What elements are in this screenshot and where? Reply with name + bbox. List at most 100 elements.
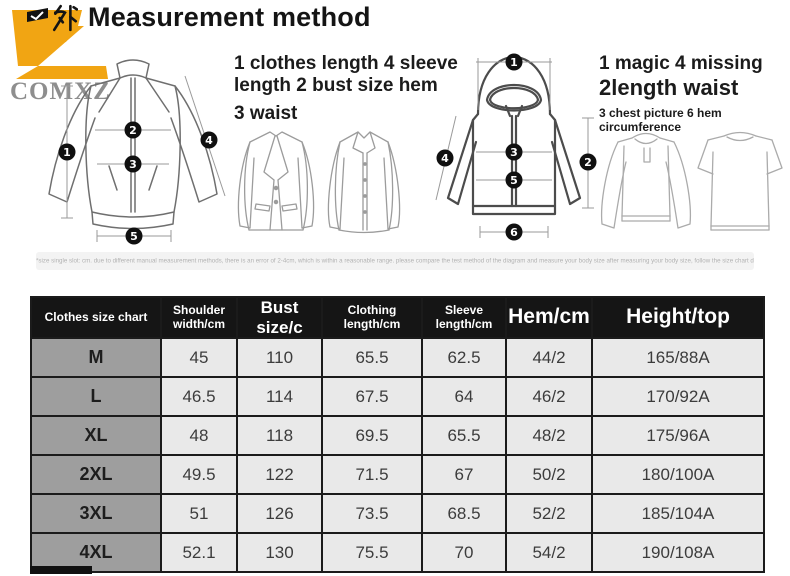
size-value: 50/2 bbox=[505, 454, 593, 496]
brand-name: COMXZ bbox=[10, 78, 111, 105]
size-value: 118 bbox=[236, 415, 323, 457]
size-value: 122 bbox=[236, 454, 323, 496]
svg-text:1: 1 bbox=[510, 56, 518, 69]
right-note-line3: 3 chest picture 6 hem circumference bbox=[599, 106, 722, 135]
cn-character-jacket bbox=[52, 4, 78, 32]
flag-icon bbox=[27, 8, 48, 22]
hoodie-marker-4: 4 bbox=[436, 149, 454, 167]
jacket-marker-2: 2 bbox=[124, 121, 142, 139]
size-value: 165/88A bbox=[591, 337, 765, 379]
svg-text:1: 1 bbox=[63, 146, 71, 159]
size-value: 52.1 bbox=[160, 532, 238, 574]
svg-text:2: 2 bbox=[584, 156, 592, 169]
svg-text:2: 2 bbox=[129, 124, 137, 137]
right-note-line2: 2length waist bbox=[599, 75, 739, 100]
size-value: 70 bbox=[421, 532, 507, 574]
svg-text:5: 5 bbox=[130, 230, 138, 243]
size-disclaimer: *size single slot: cm. due to different … bbox=[36, 252, 754, 270]
jacket-marker-1: 1 bbox=[58, 143, 76, 161]
size-value: 190/108A bbox=[591, 532, 765, 574]
size-value: 64 bbox=[421, 376, 507, 418]
jacket-marker-5: 5 bbox=[125, 227, 143, 245]
left-note-line1: 1 clothes length 4 sleeve bbox=[234, 53, 458, 74]
size-value: 110 bbox=[236, 337, 323, 379]
size-value: 52/2 bbox=[505, 493, 593, 535]
size-value: 44/2 bbox=[505, 337, 593, 379]
bottom-divider-bar bbox=[30, 566, 92, 574]
size-table-body: M 45 110 65.5 62.5 44/2 165/88A L 46.5 114 67.5 64 4… bbox=[30, 337, 765, 574]
size-value: 67.5 bbox=[321, 376, 423, 418]
henley-diagram bbox=[600, 132, 692, 229]
page-title: Measurement method bbox=[88, 2, 371, 32]
size-chart-table: Clothes size chart Shoulder width/cm Bust … bbox=[30, 295, 765, 574]
svg-text:6: 6 bbox=[510, 226, 518, 239]
hoodie-marker-5: 5 bbox=[505, 171, 523, 189]
size-value: 73.5 bbox=[321, 493, 423, 535]
size-label: 2XL bbox=[30, 454, 162, 496]
size-value: 51 bbox=[160, 493, 238, 535]
left-measure-note: 1 clothes length 4 sleeve length 2 bust … bbox=[234, 53, 469, 125]
hoodie-outline bbox=[446, 55, 582, 216]
size-disclaimer-text: *size single slot: cm. due to different … bbox=[36, 257, 754, 265]
hoodie-diagram: 1 3 5 6 4 2 bbox=[435, 53, 597, 241]
svg-text:5: 5 bbox=[510, 174, 518, 187]
svg-text:3: 3 bbox=[129, 158, 137, 171]
table-row: L 46.5 114 67.5 64 46/2 170/92A bbox=[30, 376, 765, 418]
column-header: Hem/cm bbox=[505, 295, 593, 340]
svg-text:3: 3 bbox=[510, 146, 518, 159]
right-measure-note: 1 magic 4 missing 2length waist 3 chest … bbox=[599, 53, 789, 134]
size-label: 3XL bbox=[30, 493, 162, 535]
table-row: M 45 110 65.5 62.5 44/2 165/88A bbox=[30, 337, 765, 379]
table-row: 4XL 52.1 130 75.5 70 54/2 190/108A bbox=[30, 532, 765, 574]
left-note-line2: length 2 bust size hem bbox=[234, 74, 438, 96]
hoodie-marker-6: 6 bbox=[505, 223, 523, 241]
column-header: Clothing length/cm bbox=[321, 295, 423, 340]
size-value: 45 bbox=[160, 337, 238, 379]
size-value: 54/2 bbox=[505, 532, 593, 574]
tshirt-diagram bbox=[697, 131, 783, 231]
brand-z-logo-icon bbox=[12, 10, 108, 79]
svg-text:4: 4 bbox=[205, 134, 213, 147]
blazer-shirt-diagrams bbox=[237, 131, 401, 234]
hoodie-marker-2: 2 bbox=[579, 153, 597, 171]
size-value: 65.5 bbox=[321, 337, 423, 379]
size-value: 114 bbox=[236, 376, 323, 418]
right-note-line1: 1 magic 4 missing bbox=[599, 53, 763, 74]
size-label: XL bbox=[30, 415, 162, 457]
size-label: L bbox=[30, 376, 162, 418]
size-value: 185/104A bbox=[591, 493, 765, 535]
hoodie-marker-3: 3 bbox=[505, 143, 523, 161]
size-value: 48/2 bbox=[505, 415, 593, 457]
jacket-diagram: 1 2 3 4 5 bbox=[48, 59, 226, 245]
jacket-marker-3: 3 bbox=[124, 155, 142, 173]
table-row: 2XL 49.5 122 71.5 67 50/2 180/100A bbox=[30, 454, 765, 496]
table-row: XL 48 118 69.5 65.5 48/2 175/96A bbox=[30, 415, 765, 457]
size-value: 46.5 bbox=[160, 376, 238, 418]
size-value: 62.5 bbox=[421, 337, 507, 379]
column-header: Shoulder width/cm bbox=[160, 295, 238, 340]
hoodie-marker-1: 1 bbox=[505, 53, 523, 71]
column-header: Height/top bbox=[591, 295, 765, 340]
size-value: 126 bbox=[236, 493, 323, 535]
size-table-header-row: Clothes size chart Shoulder width/cm Bust … bbox=[30, 295, 765, 340]
size-label: M bbox=[30, 337, 162, 379]
size-value: 65.5 bbox=[421, 415, 507, 457]
size-value: 48 bbox=[160, 415, 238, 457]
size-value: 71.5 bbox=[321, 454, 423, 496]
jacket-marker-4: 4 bbox=[200, 131, 218, 149]
size-value: 68.5 bbox=[421, 493, 507, 535]
size-value: 170/92A bbox=[591, 376, 765, 418]
blazer-diagram bbox=[237, 131, 315, 231]
column-header: Sleeve length/cm bbox=[421, 295, 507, 340]
henley-tshirt-diagrams bbox=[600, 131, 783, 231]
shirt-diagram bbox=[327, 131, 401, 234]
column-header: Bust size/c bbox=[236, 295, 323, 340]
table-row: 3XL 51 126 73.5 68.5 52/2 185/104A bbox=[30, 493, 765, 535]
size-value: 69.5 bbox=[321, 415, 423, 457]
size-value: 67 bbox=[421, 454, 507, 496]
size-value: 180/100A bbox=[591, 454, 765, 496]
size-value: 46/2 bbox=[505, 376, 593, 418]
size-value: 130 bbox=[236, 532, 323, 574]
size-value: 175/96A bbox=[591, 415, 765, 457]
